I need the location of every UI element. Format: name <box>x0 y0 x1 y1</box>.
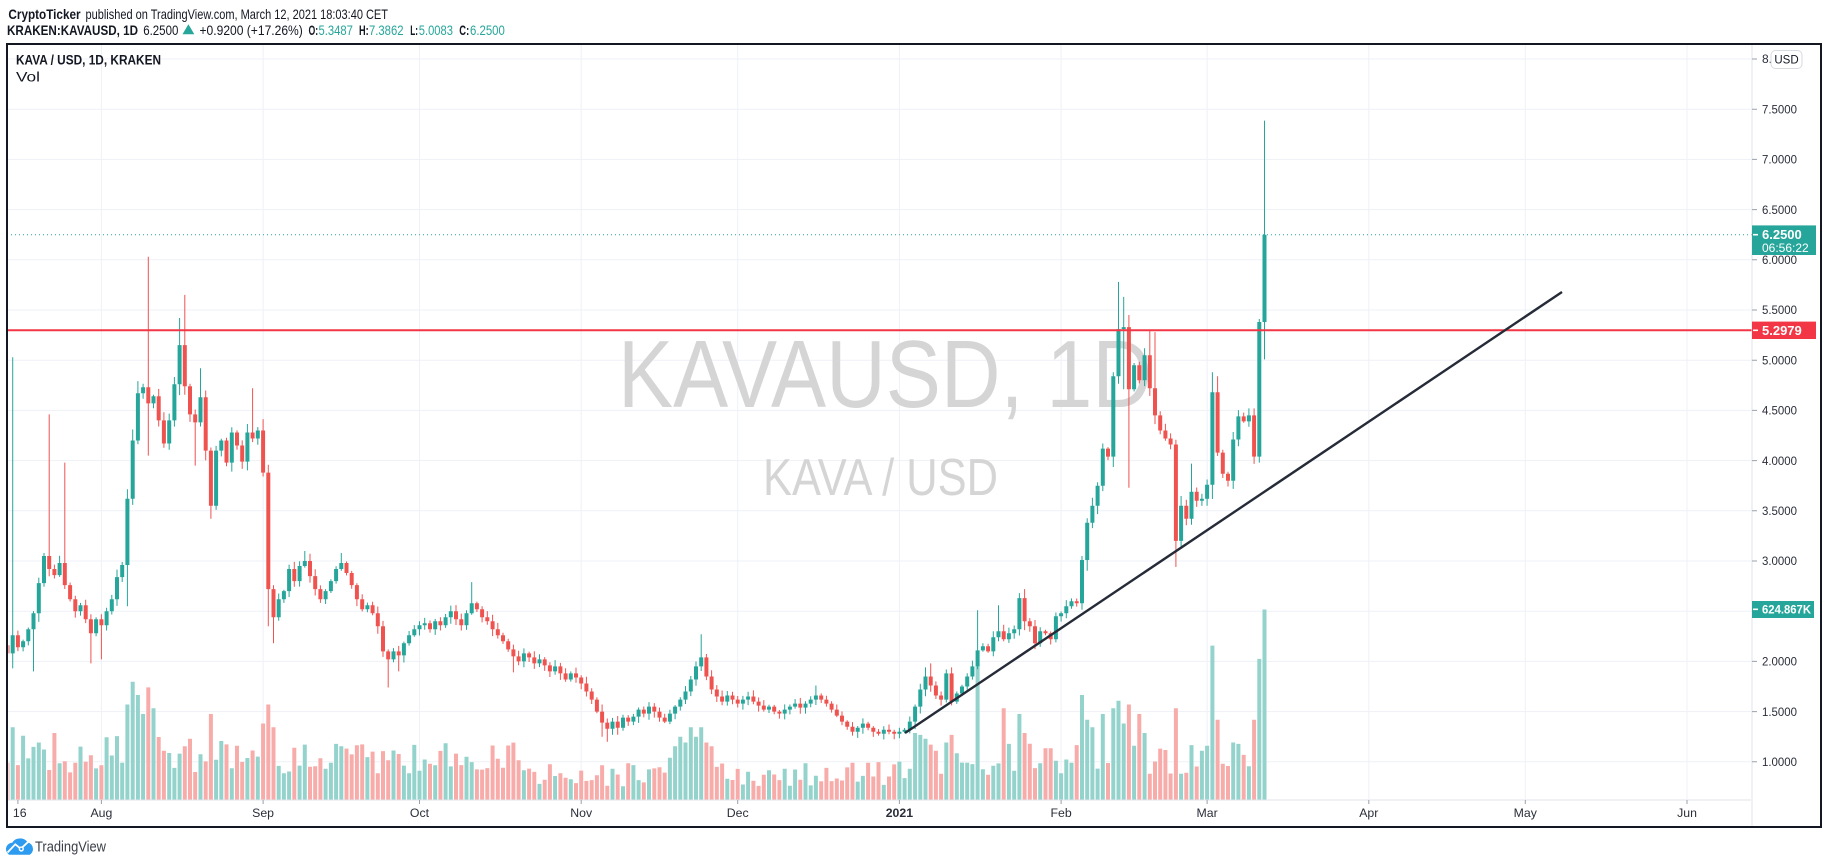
svg-text:Oct: Oct <box>410 806 430 820</box>
svg-text:KAVA / USD, 1D, KRAKEN: KAVA / USD, 1D, KRAKEN <box>16 53 161 68</box>
svg-text:Dec: Dec <box>727 806 749 820</box>
svg-text:TradingView: TradingView <box>35 839 106 856</box>
svg-text:Sep: Sep <box>252 806 274 820</box>
svg-text:7.3862: 7.3862 <box>369 23 404 38</box>
svg-text:L:: L: <box>410 23 418 38</box>
svg-text:KRAKEN:KAVAUSD, 1D: KRAKEN:KAVAUSD, 1D <box>7 23 138 38</box>
svg-text:1.5000: 1.5000 <box>1762 705 1797 719</box>
svg-text:6.0000: 6.0000 <box>1762 253 1797 267</box>
svg-text:4.0000: 4.0000 <box>1762 454 1797 468</box>
svg-text:2.0000: 2.0000 <box>1762 655 1797 669</box>
svg-text:16: 16 <box>13 806 27 820</box>
svg-text:May: May <box>1514 806 1538 820</box>
svg-text:KAVA / USD: KAVA / USD <box>763 449 998 507</box>
svg-text:6.2500: 6.2500 <box>470 23 505 38</box>
svg-text:5.0000: 5.0000 <box>1762 353 1797 367</box>
svg-text:O:: O: <box>309 23 319 38</box>
svg-text:624.867K: 624.867K <box>1762 603 1811 617</box>
svg-text:H:: H: <box>359 23 369 38</box>
svg-text:4.5000: 4.5000 <box>1762 404 1797 418</box>
svg-text:+0.9200 (+17.26%): +0.9200 (+17.26%) <box>200 23 303 38</box>
svg-text:7.0000: 7.0000 <box>1762 153 1797 167</box>
svg-text:Aug: Aug <box>90 806 112 820</box>
svg-text:6.5000: 6.5000 <box>1762 203 1797 217</box>
svg-text:Nov: Nov <box>570 806 593 820</box>
svg-text:KAVAUSD, 1D: KAVAUSD, 1D <box>618 321 1152 428</box>
svg-text:Mar: Mar <box>1197 806 1218 820</box>
svg-text:5.0083: 5.0083 <box>419 23 453 38</box>
svg-text:published on TradingView.com,: published on TradingView.com, March 12, … <box>86 7 389 22</box>
svg-text:Vol: Vol <box>16 70 40 85</box>
svg-text:2021: 2021 <box>886 806 914 820</box>
svg-text:3.5000: 3.5000 <box>1762 504 1797 518</box>
svg-text:Apr: Apr <box>1359 806 1378 820</box>
svg-text:5.2979: 5.2979 <box>1762 323 1802 338</box>
svg-text:1.0000: 1.0000 <box>1762 755 1797 769</box>
svg-text:7.5000: 7.5000 <box>1762 102 1797 116</box>
svg-text:USD: USD <box>1774 55 1798 67</box>
svg-text:5.5000: 5.5000 <box>1762 303 1797 317</box>
svg-text:6.2500: 6.2500 <box>143 23 178 38</box>
svg-text:6.2500: 6.2500 <box>1762 227 1802 242</box>
svg-text:8.: 8. <box>1762 52 1772 66</box>
svg-text:5.3487: 5.3487 <box>319 23 353 38</box>
svg-text:CryptoTicker: CryptoTicker <box>8 7 81 22</box>
svg-text:3.0000: 3.0000 <box>1762 554 1797 568</box>
svg-text:C:: C: <box>459 23 469 38</box>
svg-text:Jun: Jun <box>1677 806 1697 820</box>
svg-text:Feb: Feb <box>1050 806 1071 820</box>
svg-text:06:56:22: 06:56:22 <box>1762 241 1809 255</box>
